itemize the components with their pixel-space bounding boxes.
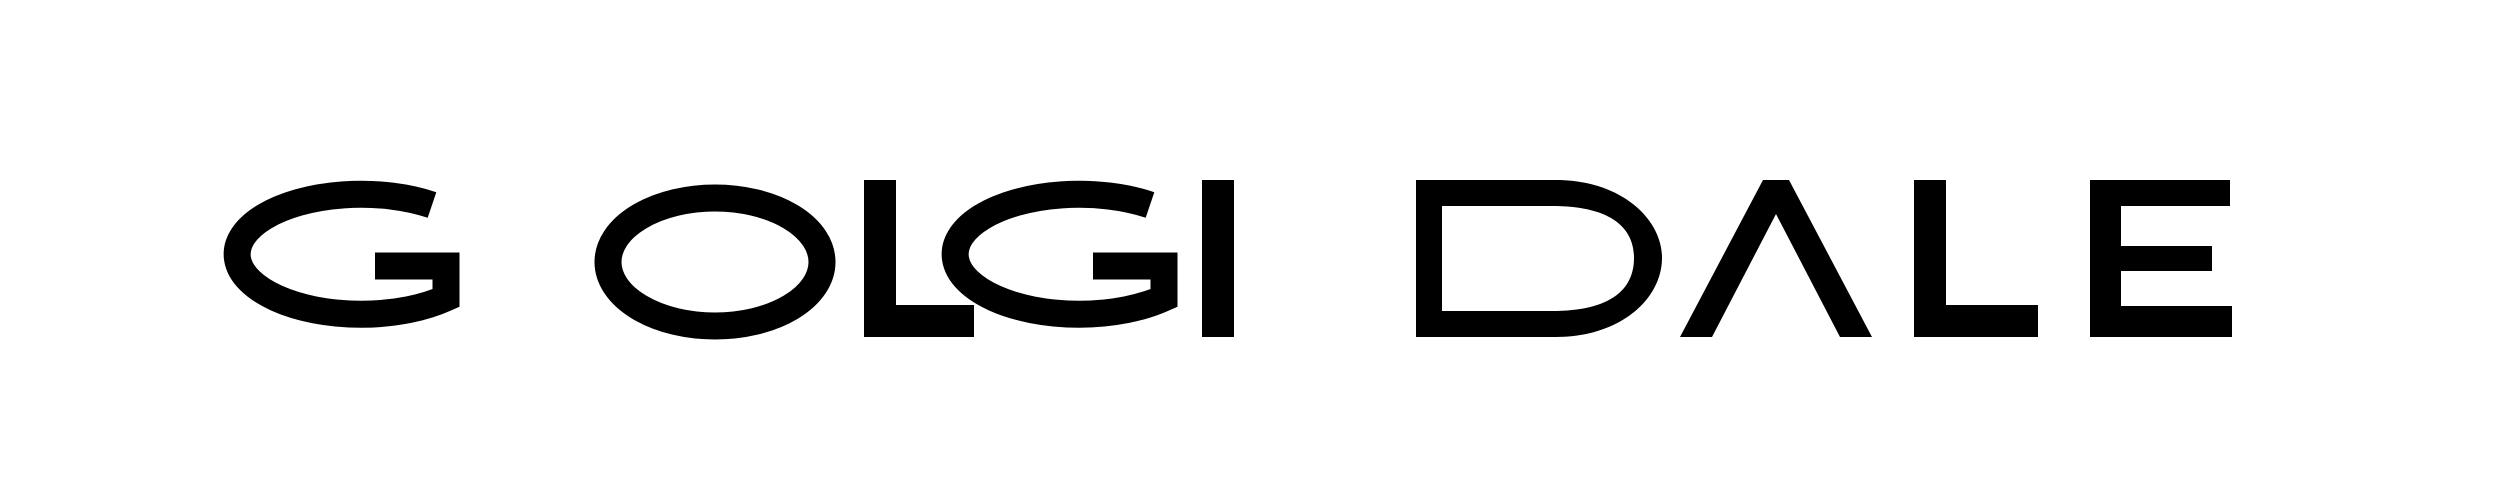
wordmark-text-left: GOLGI bbox=[728, 262, 732, 264]
letter-o bbox=[594, 184, 836, 340]
wordmark-text-right: DALE bbox=[1819, 262, 1822, 264]
letter-i bbox=[1202, 180, 1234, 337]
wordmark-glyphs bbox=[223, 180, 2232, 340]
letter-e bbox=[2090, 180, 2232, 337]
letter-d bbox=[1416, 180, 1662, 337]
letter-g-2 bbox=[941, 180, 1178, 328]
letter-g-1 bbox=[223, 180, 460, 328]
letter-a bbox=[1680, 180, 1872, 337]
word-right bbox=[1416, 180, 2232, 337]
letter-l-1 bbox=[864, 180, 974, 337]
word-left bbox=[223, 180, 1234, 340]
letter-l-2 bbox=[1914, 180, 2038, 337]
